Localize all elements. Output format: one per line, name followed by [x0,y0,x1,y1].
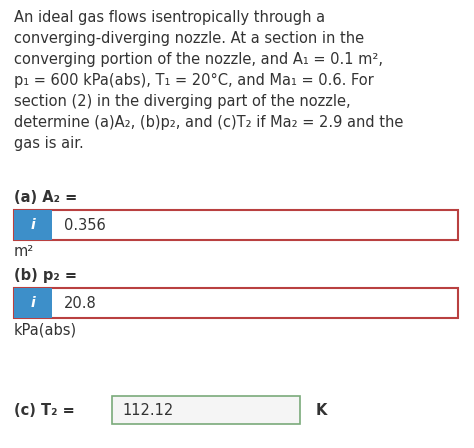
Text: (c) T₂ =: (c) T₂ = [14,402,75,418]
FancyBboxPatch shape [14,288,458,318]
Text: m²: m² [14,244,34,259]
Text: i: i [31,218,36,232]
Text: 20.8: 20.8 [64,296,97,310]
FancyBboxPatch shape [14,288,52,318]
Text: i: i [31,296,36,310]
FancyBboxPatch shape [14,210,52,240]
FancyBboxPatch shape [14,210,458,240]
Text: An ideal gas flows isentropically through a
converging-diverging nozzle. At a se: An ideal gas flows isentropically throug… [14,10,403,151]
Text: (b) p₂ =: (b) p₂ = [14,268,77,283]
Text: 112.12: 112.12 [122,402,173,418]
Text: 0.356: 0.356 [64,217,106,233]
FancyBboxPatch shape [112,396,300,424]
Text: K: K [316,402,328,418]
Text: (a) A₂ =: (a) A₂ = [14,190,77,205]
Text: kPa(abs): kPa(abs) [14,322,77,337]
